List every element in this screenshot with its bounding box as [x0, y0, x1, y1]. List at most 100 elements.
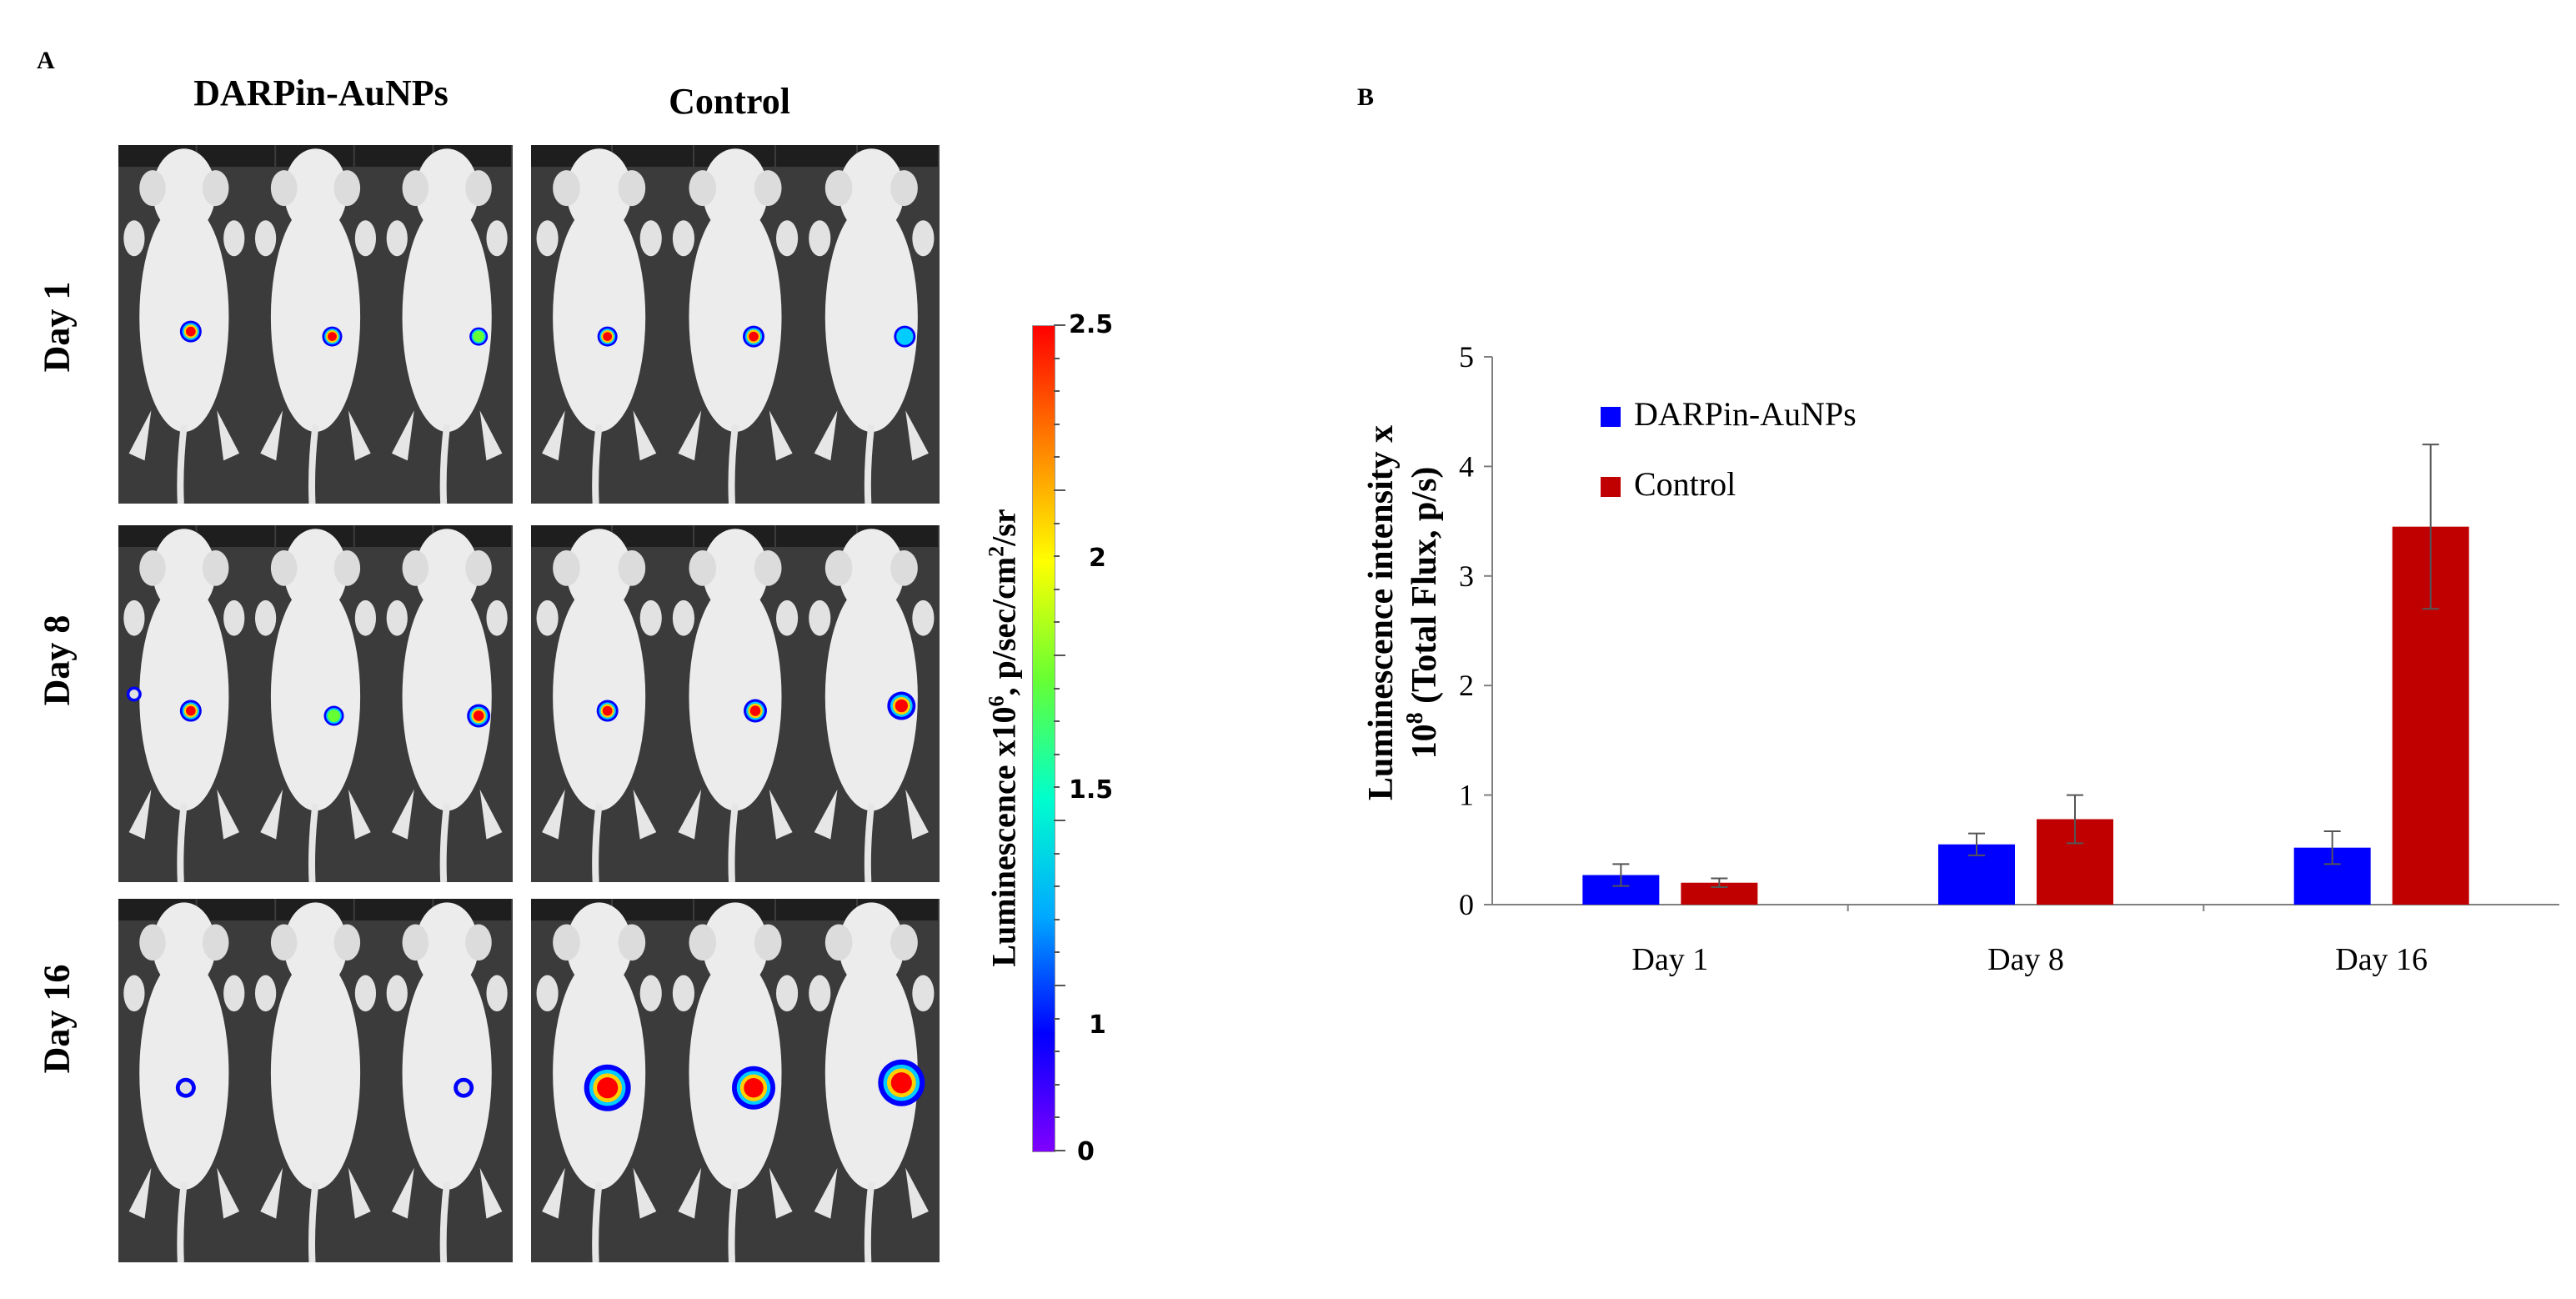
mouse	[123, 148, 245, 504]
legend-swatch	[1601, 407, 1621, 427]
mouse	[123, 529, 245, 882]
colorbar-minor-tick	[1054, 423, 1060, 425]
legend-entry: Control	[1601, 465, 1736, 503]
colorbar-minor-tick	[1054, 885, 1060, 888]
mouse	[254, 902, 377, 1262]
luminescence-spot	[126, 686, 142, 702]
colorbar-minor-tick	[1054, 1150, 1065, 1151]
legend-label: DARPin-AuNPs	[1634, 395, 1857, 433]
colorbar-tick-1-5: 1.5	[1069, 775, 1114, 805]
mouse	[536, 148, 662, 504]
y-tick-label: 2	[1459, 669, 1474, 702]
mouse	[809, 148, 935, 504]
colorbar-tick-0: 0	[1077, 1137, 1095, 1166]
colorbar-minor-tick	[1054, 918, 1060, 920]
colorbar-minor-tick	[1054, 1083, 1060, 1086]
colorbar-tick-1: 1	[1089, 1011, 1106, 1040]
mouse	[386, 148, 508, 504]
mouse	[672, 148, 799, 504]
error-bar	[1968, 832, 1985, 856]
colorbar-minor-tick	[1054, 621, 1060, 624]
y-tick-label: 4	[1459, 449, 1474, 483]
legend-entry: DARPin-AuNPs	[1601, 395, 1857, 433]
y-tick-label: 5	[1459, 340, 1474, 374]
colorbar-minor-tick	[1054, 1116, 1060, 1119]
x-tick-label: Day 8	[1987, 942, 2064, 977]
error-bar	[2422, 444, 2439, 610]
luminescence-spot	[322, 326, 343, 347]
panel-a-letter: A	[37, 47, 55, 74]
luminescence-spot	[179, 700, 202, 722]
colorbar-minor-tick	[1054, 390, 1060, 393]
luminescence-spot	[175, 1077, 196, 1098]
error-bar	[2067, 794, 2083, 845]
luminescence-spot	[323, 705, 344, 726]
colorbar-minor-tick	[1054, 357, 1060, 359]
luminescence-spot	[894, 325, 916, 348]
y-tick-label: 3	[1459, 559, 1474, 593]
mouse	[672, 902, 799, 1262]
y-axis-label-line1: Luminescence intensity x	[1362, 425, 1401, 800]
colorbar-title: Luminescence x106, p/sec/cm2/sr	[984, 509, 1023, 967]
column-header-darpin: DARPin-AuNPs	[193, 73, 449, 113]
colorbar-minor-tick	[1054, 655, 1065, 656]
x-tick-label: Day 1	[1631, 942, 1708, 977]
colorbar	[1032, 325, 1055, 1152]
luminescence-spot	[743, 325, 764, 348]
mouse	[123, 902, 245, 1262]
colorbar-ticks	[1054, 324, 1067, 1151]
colorbar-minor-tick	[1054, 1017, 1060, 1020]
mouse	[386, 529, 508, 882]
mouse	[386, 902, 508, 1262]
y-tick-label: 1	[1459, 779, 1474, 812]
colorbar-minor-tick	[1054, 489, 1065, 491]
error-bar	[2323, 830, 2341, 865]
y-tick-label: 0	[1459, 888, 1474, 921]
colorbar-minor-tick	[1054, 555, 1060, 558]
y-axis-label: Luminescence intensity x 108 (Total Flux…	[1362, 425, 1444, 800]
error-bar	[1711, 877, 1728, 888]
colorbar-minor-tick	[1054, 1051, 1060, 1053]
colorbar-tick-2: 2	[1089, 544, 1106, 573]
image-control-day16	[531, 899, 940, 1262]
luminescence-spot	[584, 1064, 631, 1111]
mouse	[254, 529, 377, 882]
colorbar-minor-tick	[1054, 951, 1060, 954]
row-label-day8: Day 8	[36, 614, 78, 706]
legend-swatch	[1601, 477, 1621, 497]
luminescence-spot	[467, 704, 491, 728]
colorbar-minor-tick	[1054, 324, 1065, 326]
colorbar-tick-2-5: 2.5	[1069, 310, 1114, 339]
y-axis-label-line2: 108 (Total Flux, p/s)	[1402, 467, 1444, 760]
colorbar-minor-tick	[1054, 456, 1060, 459]
luminescence-spot	[596, 700, 619, 722]
x-tick-label: Day 16	[2335, 942, 2428, 977]
row-label-day16: Day 16	[36, 964, 78, 1074]
mouse	[672, 529, 799, 882]
colorbar-minor-tick	[1054, 522, 1060, 524]
colorbar-minor-tick	[1054, 820, 1065, 821]
luminescence-spot	[887, 691, 916, 720]
colorbar-minor-tick	[1054, 753, 1060, 755]
luminescence-spot	[878, 1059, 925, 1106]
row-label-day1: Day 1	[36, 281, 78, 373]
column-header-control: Control	[669, 81, 790, 122]
image-darpin-day8	[118, 525, 513, 882]
image-darpin-day1	[118, 145, 513, 504]
image-control-day8	[531, 525, 940, 882]
colorbar-minor-tick	[1054, 786, 1060, 789]
image-control-day1	[531, 145, 940, 504]
mouse	[536, 529, 662, 882]
colorbar-minor-tick	[1054, 588, 1060, 590]
colorbar-minor-tick	[1054, 687, 1060, 690]
panel-b-letter: B	[1357, 83, 1375, 111]
error-bar	[1612, 863, 1630, 887]
luminescence-spot	[179, 320, 202, 343]
luminescence-spot	[454, 1077, 474, 1098]
mouse	[809, 902, 935, 1262]
luminescence-spot	[469, 327, 489, 346]
colorbar-minor-tick	[1054, 720, 1060, 723]
luminescence-spot	[597, 326, 618, 347]
image-darpin-day16	[118, 899, 513, 1262]
bar-chart: Luminescence intensity x 108 (Total Flux…	[1362, 340, 2559, 977]
